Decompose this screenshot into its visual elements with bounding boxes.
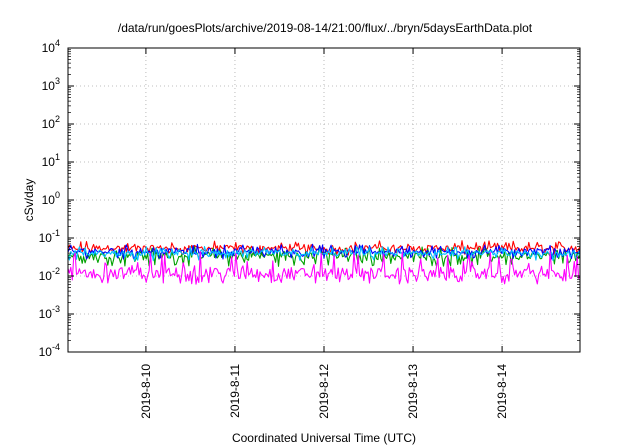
y-tick-label: 100 xyxy=(42,190,60,207)
y-tick-label: 10-4 xyxy=(39,342,60,359)
ticks xyxy=(68,47,580,353)
grid-lines xyxy=(68,48,580,352)
y-tick-label: 104 xyxy=(42,38,60,55)
y-tick-label: 10-3 xyxy=(39,304,60,321)
y-tick-label: 10-2 xyxy=(39,266,60,283)
y-tick-label: 102 xyxy=(42,114,60,131)
series-line xyxy=(67,245,581,262)
series-line xyxy=(67,240,581,256)
x-axis-title: Coordinated Universal Time (UTC) xyxy=(232,431,416,445)
x-tick-label: 2019-8-13 xyxy=(406,364,420,419)
series-layer xyxy=(67,240,581,285)
x-tick-label: 2019-8-12 xyxy=(317,364,331,419)
series-line xyxy=(67,243,581,260)
y-axis-title: cSv/day xyxy=(22,179,36,222)
y-tick-label: 10-1 xyxy=(39,228,60,245)
x-tick-labels: 2019-8-10 2019-8-11 2019-8-12 2019-8-13 2019… xyxy=(139,364,509,419)
x-tick-label: 2019-8-10 xyxy=(139,364,153,419)
x-tick-label: 2019-8-14 xyxy=(495,364,509,419)
y-tick-label: 101 xyxy=(42,152,60,169)
y-tick-labels: 10-4 10-3 10-2 10-1 100 101 102 103 104 xyxy=(39,38,60,359)
series-line xyxy=(67,250,581,285)
x-tick-label: 2019-8-11 xyxy=(228,364,242,418)
chart-title: /data/run/goesPlots/archive/2019-08-14/2… xyxy=(118,21,533,35)
y-tick-label: 103 xyxy=(42,76,60,93)
